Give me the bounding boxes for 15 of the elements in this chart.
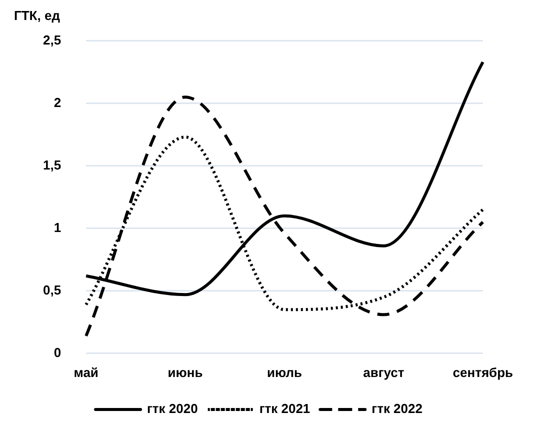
legend-label: гтк 2022 bbox=[372, 401, 422, 416]
y-tick-label: 0 bbox=[54, 344, 62, 360]
y-tick-label: 2 bbox=[54, 94, 62, 110]
y-tick-label: 2,5 bbox=[42, 32, 62, 48]
x-tick-label: август bbox=[363, 364, 404, 380]
x-tick-label: сентябрь bbox=[452, 364, 514, 380]
y-tick-label: 1 bbox=[54, 220, 62, 235]
x-tick-label: июнь bbox=[168, 364, 203, 380]
x-tick-label: май bbox=[74, 364, 98, 380]
x-tick-label: июль bbox=[266, 364, 302, 380]
y-axis-title: ГТК, ед bbox=[14, 8, 60, 23]
legend-label: гтк 2021 bbox=[259, 401, 310, 416]
y-tick-label: 0,5 bbox=[42, 282, 62, 298]
y-tick-label: 1,5 bbox=[42, 157, 62, 172]
legend-label: гтк 2020 bbox=[147, 401, 198, 416]
